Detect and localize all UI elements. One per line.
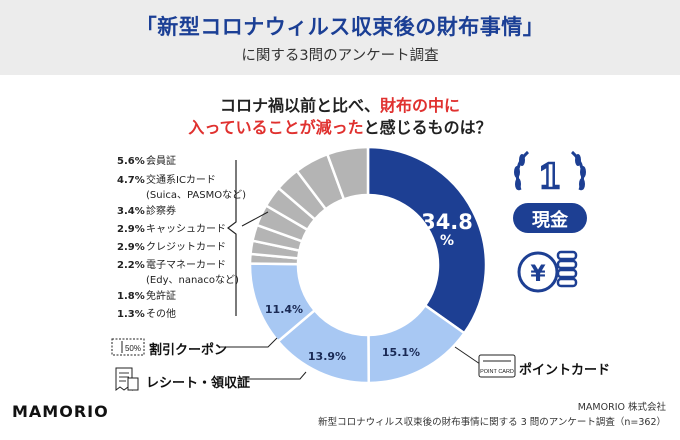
point-label: ポイントカード bbox=[519, 363, 611, 378]
coupon-icon-text: 50% bbox=[125, 344, 141, 353]
question-line-1: コロナ禍以前と比べ、財布の中に bbox=[0, 92, 680, 116]
small-item-pct: 3.4% bbox=[117, 206, 145, 217]
receipt-pct-label: 13.9% bbox=[307, 350, 347, 363]
coupon-leader bbox=[220, 337, 278, 348]
small-item: 3.4%診察券 bbox=[117, 202, 176, 217]
point-pct-label: 15.1% bbox=[381, 346, 421, 359]
small-item-name: クレジットカード bbox=[146, 242, 226, 253]
cash-pct-label: 34.8 bbox=[421, 210, 473, 234]
small-item-pct: 5.6% bbox=[117, 156, 145, 167]
receipt-label: レシート・領収証 bbox=[146, 376, 251, 391]
page-title: 「新型コロナウィルス収束後の財布事情」 bbox=[135, 15, 545, 39]
point-card-text: POINT CARD bbox=[480, 369, 514, 375]
small-item-name: 電子マネーカード bbox=[146, 260, 226, 271]
cash-badge bbox=[513, 203, 587, 233]
footer-credit: MAMORIO 株式会社 新型コロナウィルス収束後の財布事情に関する 3 問のア… bbox=[318, 400, 666, 430]
rank-laurel-icon: 1 bbox=[514, 150, 586, 198]
small-item-name: 診察券 bbox=[146, 206, 176, 217]
small-item: 4.7%交通系ICカード (Suica、PASMOなど) bbox=[117, 171, 246, 201]
donut-slice bbox=[325, 145, 370, 201]
small-item-pct: 2.2% bbox=[117, 260, 145, 271]
header-band: 「新型コロナウィルス収束後の財布事情」 に関する3問のアンケート調査 bbox=[0, 0, 680, 75]
survey-source: 新型コロナウィルス収束後の財布事情に関する 3 問のアンケート調査（n=362） bbox=[318, 417, 666, 428]
small-item-pct: 2.9% bbox=[117, 242, 145, 253]
small-item-name: その他 bbox=[146, 309, 176, 320]
cash-badge-label: 現金 bbox=[532, 210, 568, 231]
question-line-1b: 財布の中に bbox=[380, 96, 461, 115]
small-item-sub: (Edy、nanacoなど) bbox=[146, 275, 239, 286]
question-line-2b: と感じるものは？ bbox=[363, 118, 492, 137]
donut-slices bbox=[248, 145, 488, 385]
small-item-name: 交通系ICカード bbox=[146, 175, 216, 186]
small-items-arc bbox=[241, 211, 269, 227]
receipt-icon bbox=[115, 367, 139, 391]
question-line-2a: 入っていることが減った bbox=[188, 118, 364, 137]
coupon-icon: 50% bbox=[111, 338, 145, 356]
question-line-2: 入っていることが減ったと感じるものは？ bbox=[0, 114, 680, 138]
small-item-name: 免許証 bbox=[146, 291, 176, 302]
small-item-pct: 1.8% bbox=[117, 291, 145, 302]
receipt-leader bbox=[240, 371, 307, 380]
small-item-sub: (Suica、PASMOなど) bbox=[146, 190, 246, 201]
coupon-label: 割引クーポン bbox=[149, 343, 228, 358]
small-item: 1.3%その他 bbox=[117, 305, 176, 320]
rank-number: 1 bbox=[538, 157, 562, 197]
company-name: MAMORIO 株式会社 bbox=[577, 402, 666, 413]
small-item: 2.2%電子マネーカード (Edy、nanacoなど) bbox=[117, 256, 239, 286]
point-leader bbox=[454, 346, 481, 365]
point-card-icon: POINT CARD bbox=[478, 354, 516, 378]
question-line-1a: コロナ禍以前と比べ、 bbox=[219, 96, 380, 115]
donut-slice bbox=[366, 145, 488, 335]
small-items-bracket bbox=[227, 160, 237, 316]
svg-text:¥: ¥ bbox=[530, 262, 546, 287]
page-subtitle: に関する3問のアンケート調査 bbox=[241, 48, 439, 64]
small-item-pct: 1.3% bbox=[117, 309, 145, 320]
small-item-pct: 2.9% bbox=[117, 224, 145, 235]
small-item: 1.8%免許証 bbox=[117, 287, 176, 302]
small-item: 2.9%クレジットカード bbox=[117, 238, 226, 253]
brand-logo: MAMORIO bbox=[12, 402, 109, 421]
coupon-pct-label: 11.4% bbox=[264, 303, 304, 316]
cash-pct-unit: % bbox=[439, 233, 455, 249]
small-item-name: キャッシュカード bbox=[146, 224, 226, 235]
coin-yen-icon: ¥ bbox=[517, 250, 578, 293]
small-item-name: 会員証 bbox=[146, 156, 176, 167]
small-item: 2.9%キャッシュカード bbox=[117, 220, 226, 235]
small-item-pct: 4.7% bbox=[117, 175, 145, 186]
small-item: 5.6%会員証 bbox=[117, 152, 176, 167]
